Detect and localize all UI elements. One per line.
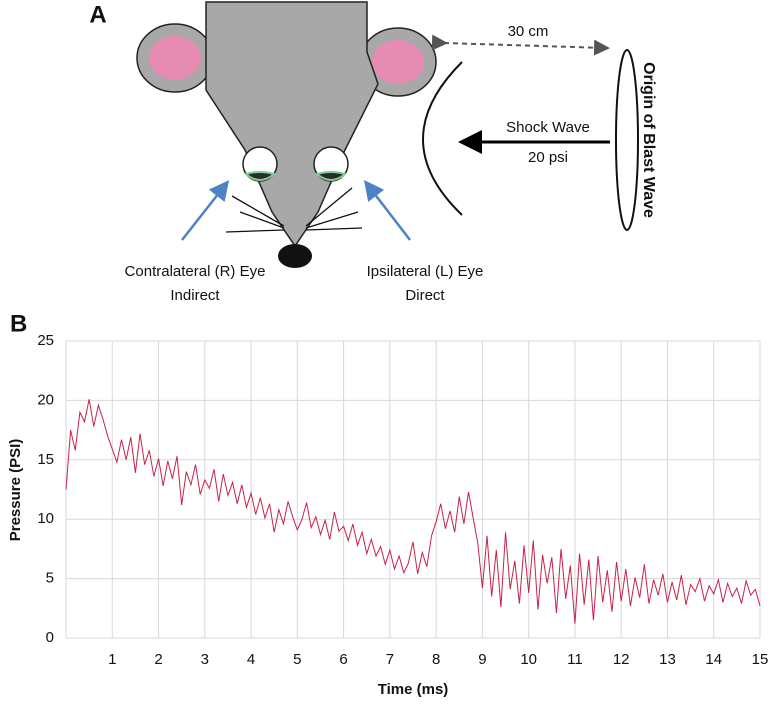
x-tick-label: 5 bbox=[293, 651, 301, 668]
x-tick-label: 6 bbox=[339, 651, 347, 668]
data-line bbox=[65, 399, 761, 624]
eye-label: Contralateral (R) Eye bbox=[125, 263, 266, 280]
nose bbox=[278, 244, 312, 268]
y-tick-label: 20 bbox=[37, 391, 54, 408]
origin-label: Origin of Blast Wave bbox=[640, 62, 657, 218]
x-tick-label: 14 bbox=[705, 651, 722, 668]
y-tick-label: 25 bbox=[37, 332, 54, 349]
panel-a: A 30 cm Shock Wave 20 psi Origin of Blas… bbox=[89, 1, 657, 304]
eye-label: Indirect bbox=[170, 287, 220, 304]
arrow bbox=[181, 180, 230, 241]
x-tick-label: 8 bbox=[432, 651, 440, 668]
x-tick-label: 7 bbox=[386, 651, 394, 668]
panel-label: B bbox=[10, 310, 27, 337]
y-axis-title: Pressure (PSI) bbox=[7, 439, 24, 542]
x-tick-label: 4 bbox=[247, 651, 255, 668]
y-tick-label: 5 bbox=[46, 570, 54, 587]
shock-pressure: 20 psi bbox=[528, 149, 568, 166]
x-tick-label: 1 bbox=[108, 651, 116, 668]
wave-front bbox=[422, 61, 463, 216]
whiskers bbox=[225, 187, 363, 233]
x-tick-label: 10 bbox=[520, 651, 537, 668]
eye-label: Ipsilateral (L) Eye bbox=[367, 263, 484, 280]
eye-label: Direct bbox=[405, 287, 445, 304]
mouse-head bbox=[205, 1, 379, 248]
panel-label: A bbox=[89, 1, 106, 28]
shock-label: Shock Wave bbox=[506, 119, 590, 136]
x-tick-label: 15 bbox=[752, 651, 769, 668]
distance-arrow bbox=[431, 34, 610, 56]
y-tick-label: 15 bbox=[37, 451, 54, 468]
x-tick-label: 2 bbox=[154, 651, 162, 668]
y-tick-label: 0 bbox=[46, 629, 54, 646]
x-axis-title: Time (ms) bbox=[378, 681, 449, 698]
pupil bbox=[243, 171, 277, 181]
distance-label: 30 cm bbox=[508, 23, 549, 40]
arrow bbox=[363, 180, 411, 241]
x-tick-label: 11 bbox=[567, 651, 583, 668]
x-tick-label: 13 bbox=[659, 651, 676, 668]
blast-origin bbox=[615, 49, 639, 231]
ear-inner bbox=[149, 36, 201, 80]
x-tick-label: 12 bbox=[613, 651, 630, 668]
pupil bbox=[314, 171, 348, 181]
y-tick-label: 10 bbox=[37, 510, 54, 527]
x-tick-label: 3 bbox=[201, 651, 209, 668]
ear-inner bbox=[372, 40, 424, 84]
x-tick-label: 9 bbox=[478, 651, 486, 668]
